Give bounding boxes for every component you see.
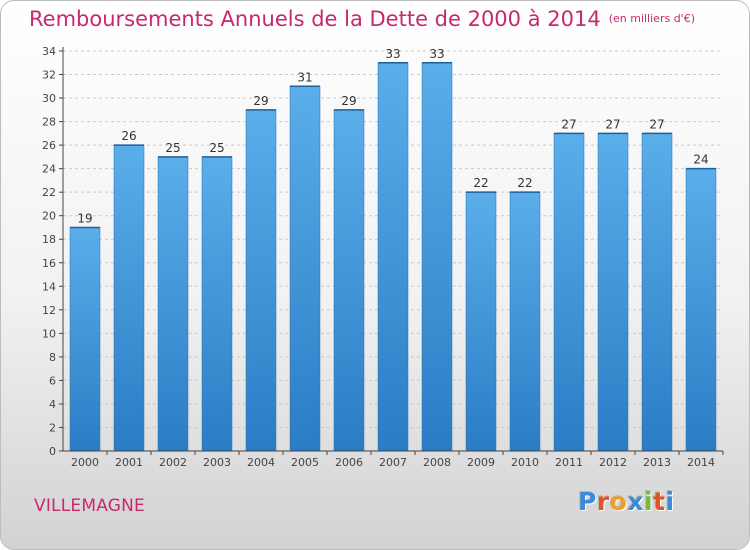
logo-letter: r <box>596 487 610 516</box>
x-tick-label: 2006 <box>335 456 363 469</box>
bar <box>201 156 233 452</box>
bar <box>597 133 629 452</box>
y-tick-label: 30 <box>42 92 56 105</box>
bar <box>685 168 717 452</box>
logo-letter: t <box>653 487 666 516</box>
bar <box>421 62 453 452</box>
value-label: 33 <box>429 47 444 61</box>
y-tick-label: 16 <box>42 257 56 270</box>
logo-letter: x <box>627 487 644 516</box>
axes <box>59 47 724 455</box>
x-tick-label: 2004 <box>247 456 275 469</box>
bar <box>245 109 277 452</box>
y-tick-label: 0 <box>49 445 56 458</box>
logo-letter: P <box>578 487 597 516</box>
x-tick-label: 2014 <box>687 456 715 469</box>
x-tick-label: 2011 <box>555 456 583 469</box>
value-label: 22 <box>473 176 488 190</box>
y-tick-label: 14 <box>42 280 56 293</box>
y-tick-label: 6 <box>49 374 56 387</box>
unit-label: (en milliers d'€) <box>608 12 695 25</box>
bar <box>157 156 189 452</box>
value-label: 19 <box>77 211 92 225</box>
chart-title: Remboursements Annuels de la Dette de 20… <box>29 7 695 31</box>
bar <box>113 144 145 452</box>
y-tick-label: 26 <box>42 139 56 152</box>
x-tick-label: 2005 <box>291 456 319 469</box>
logo-letter: i <box>644 487 654 516</box>
value-label: 33 <box>385 47 400 61</box>
x-tick-label: 2010 <box>511 456 539 469</box>
x-tick-label: 2009 <box>467 456 495 469</box>
y-tick-label: 32 <box>42 69 56 82</box>
value-labels: 19 26 25 25 29 31 29 33 33 22 22 27 27 27 24 <box>77 47 708 226</box>
value-label: 29 <box>341 94 356 108</box>
x-tick-label: 2001 <box>115 456 143 469</box>
bar <box>465 191 497 452</box>
y-tick-label: 34 <box>42 45 56 58</box>
x-tick-label: 2008 <box>423 456 451 469</box>
y-tick-label: 20 <box>42 210 56 223</box>
value-label: 26 <box>121 129 136 143</box>
chart-title-text: Remboursements Annuels de la Dette de 20… <box>29 7 601 31</box>
x-tick-labels: 2000 2001 2002 2003 2004 2005 2006 2007 2008 2009… <box>71 456 715 469</box>
y-tick-label: 24 <box>42 163 56 176</box>
x-tick-label: 2000 <box>71 456 99 469</box>
y-tick-label: 2 <box>49 421 56 434</box>
bars <box>69 62 717 452</box>
x-tick-label: 2012 <box>599 456 627 469</box>
bar <box>509 191 541 452</box>
value-label: 25 <box>209 141 224 155</box>
y-tick-label: 10 <box>42 327 56 340</box>
bar <box>641 133 673 452</box>
y-tick-label: 18 <box>42 233 56 246</box>
y-tick-label: 4 <box>49 398 56 411</box>
x-tick-label: 2003 <box>203 456 231 469</box>
logo-letter: o <box>609 487 628 516</box>
y-tick-label: 12 <box>42 304 56 317</box>
value-label: 27 <box>649 117 664 131</box>
proxiti-logo: Proxiti <box>578 487 675 516</box>
value-label: 24 <box>693 153 708 167</box>
bar <box>377 62 409 452</box>
bar <box>289 86 321 452</box>
y-tick-label: 28 <box>42 116 56 129</box>
value-label: 25 <box>165 141 180 155</box>
value-label: 27 <box>605 117 620 131</box>
logo-letter: i <box>665 487 675 516</box>
value-label: 31 <box>297 70 312 84</box>
x-tick-label: 2013 <box>643 456 671 469</box>
location-name: VILLEMAGNE <box>34 496 145 516</box>
value-label: 22 <box>517 176 532 190</box>
value-label: 27 <box>561 117 576 131</box>
x-tick-label: 2007 <box>379 456 407 469</box>
value-label: 29 <box>253 94 268 108</box>
y-tick-label: 8 <box>49 351 56 364</box>
x-tick-label: 2002 <box>159 456 187 469</box>
y-tick-label: 22 <box>42 186 56 199</box>
bar <box>333 109 365 452</box>
bar <box>69 227 101 452</box>
bar <box>553 133 585 452</box>
